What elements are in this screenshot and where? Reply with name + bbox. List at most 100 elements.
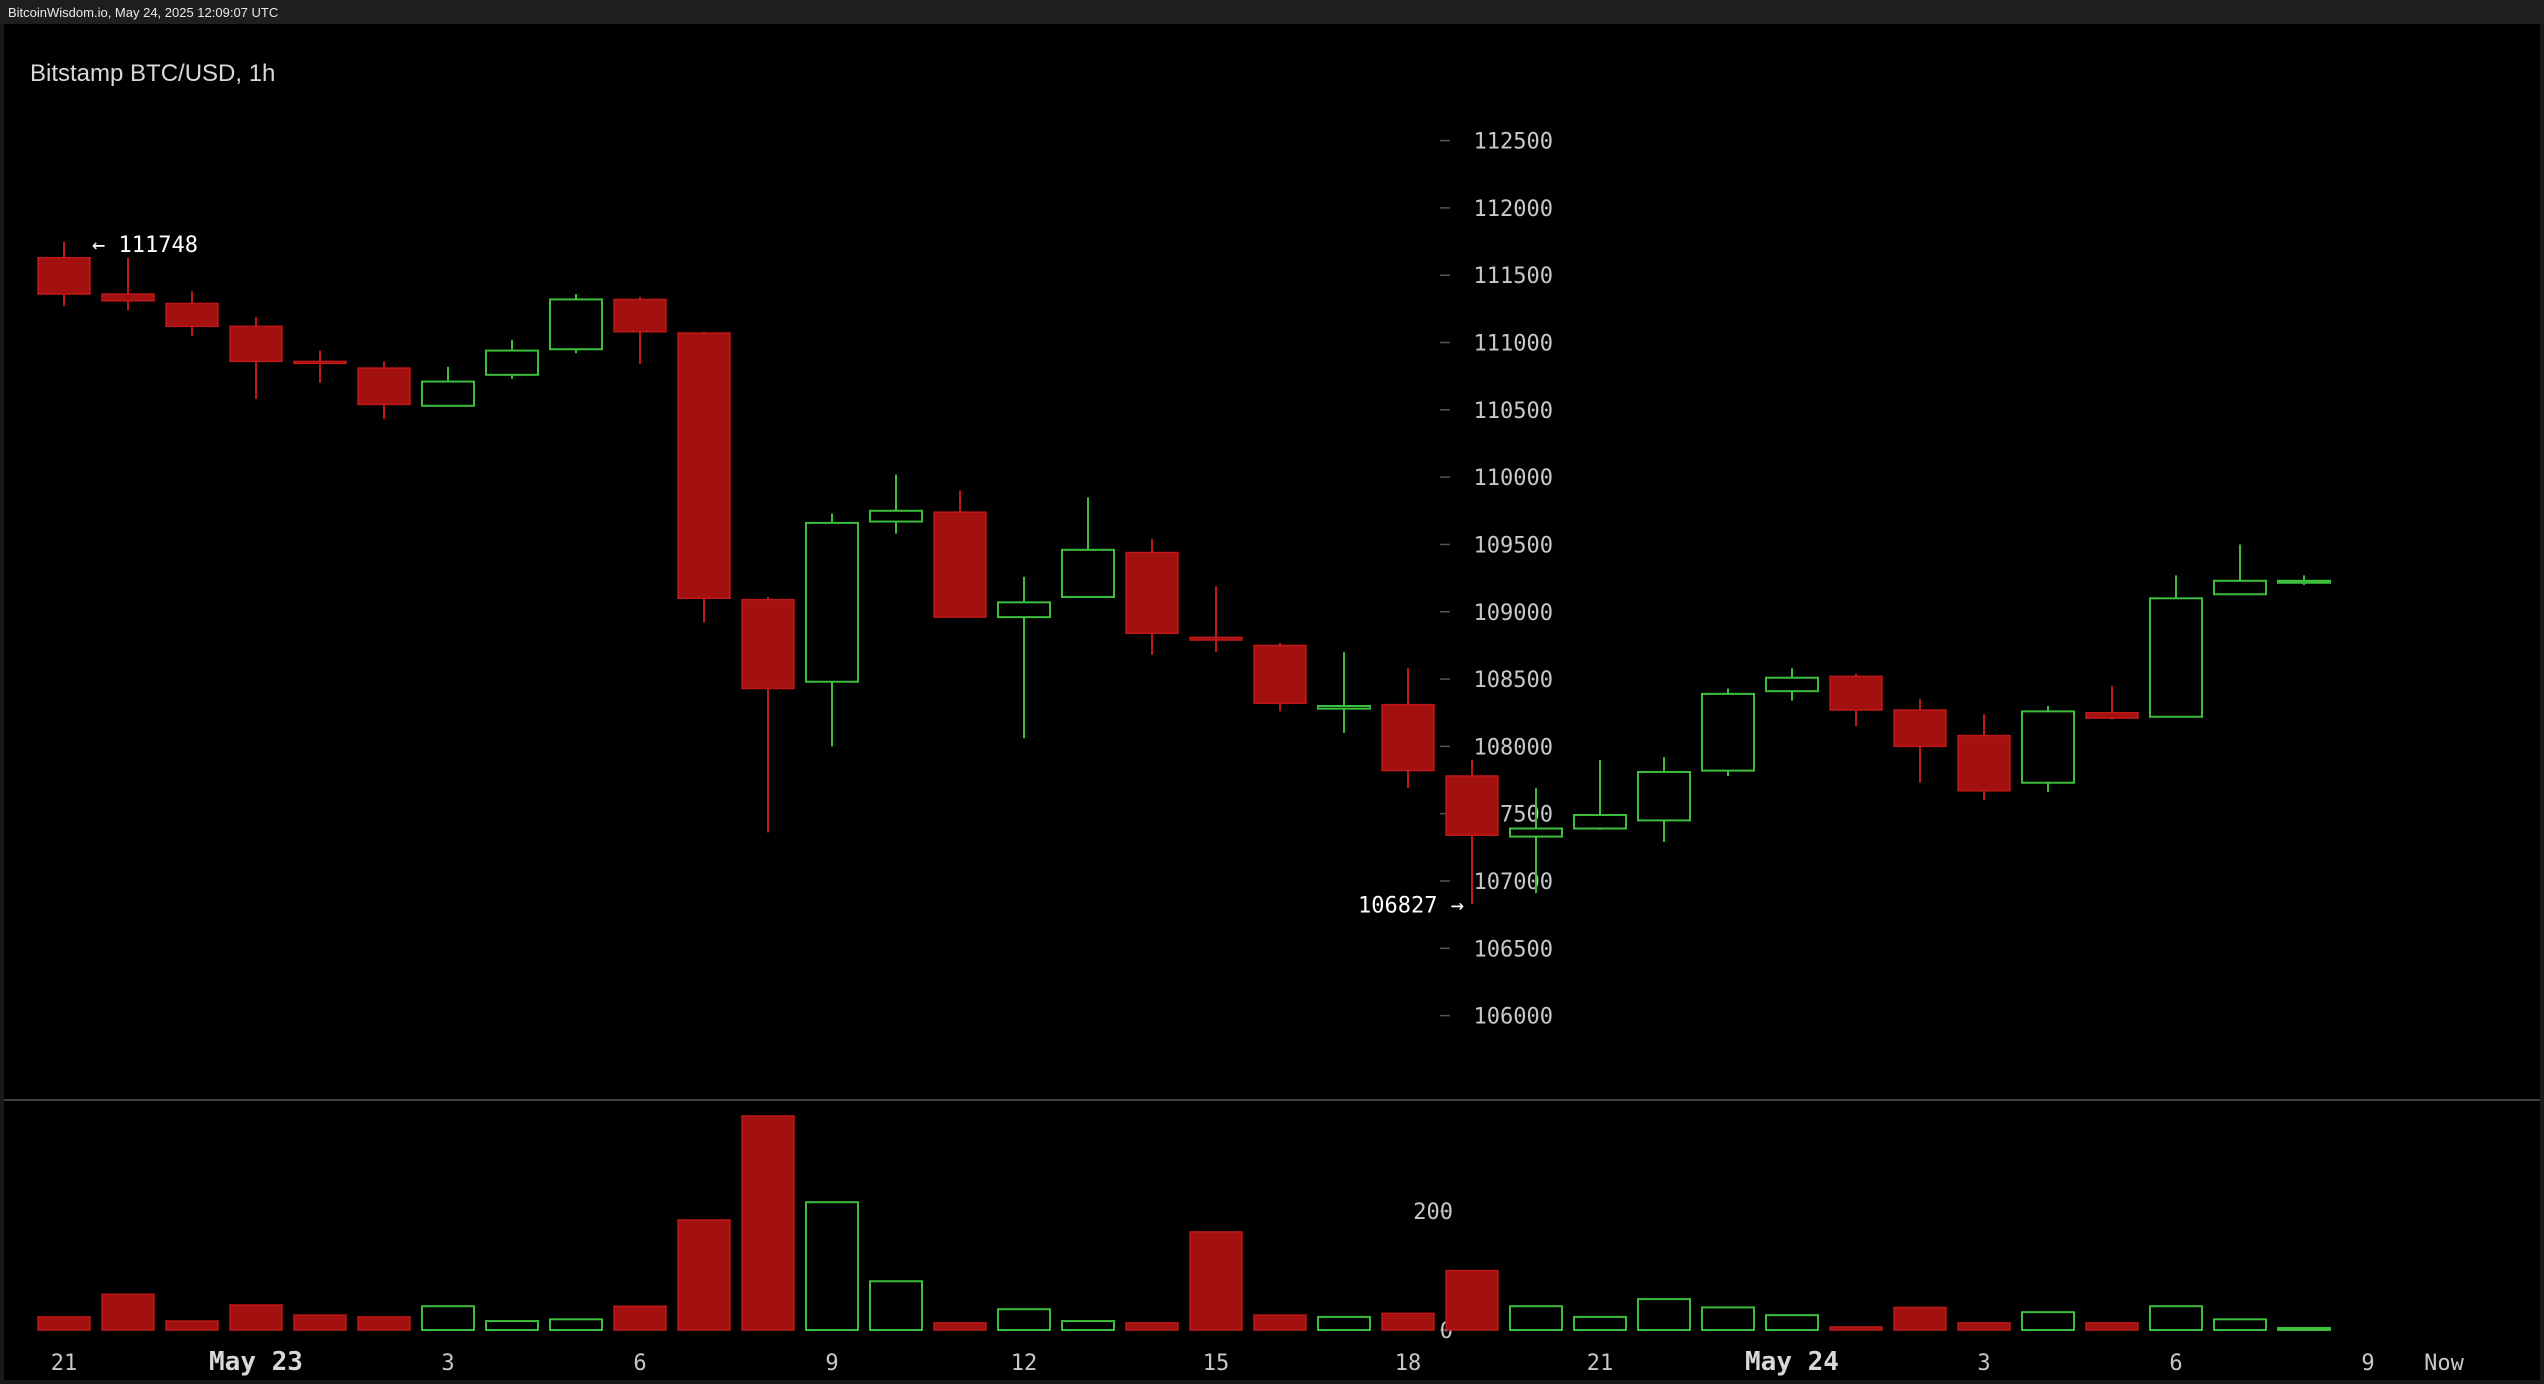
candle-15	[997, 576, 1051, 739]
candle-body-up	[869, 509, 923, 523]
price-tick-label: 112500	[1474, 130, 1553, 155]
candle-body-up	[2021, 710, 2075, 784]
price-tick-label: 109500	[1474, 533, 1553, 558]
candle-body-up	[805, 521, 859, 683]
volume-bar-30	[1957, 1322, 2011, 1331]
candle-body-down	[37, 256, 91, 295]
volume-bar-23	[1509, 1305, 1563, 1331]
candle-body-down	[1445, 775, 1499, 836]
candle-20	[1317, 652, 1371, 733]
volume-bar-7	[485, 1320, 539, 1332]
candle-19	[1253, 642, 1307, 712]
candle-14	[933, 490, 987, 618]
time-now-label: Now	[2424, 1351, 2464, 1376]
candle-body-down	[2085, 711, 2139, 719]
time-tick-label: 9	[2361, 1351, 2374, 1376]
volume-bar-21	[1381, 1312, 1435, 1331]
candle-16	[1061, 497, 1115, 598]
price-tick-label: 112000	[1474, 197, 1553, 222]
candle-1	[101, 257, 155, 311]
chart-title: Bitstamp BTC/USD, 1h	[30, 60, 276, 87]
high-price-annotation: ← 111748	[92, 233, 198, 258]
price-tick-label: 111500	[1474, 264, 1553, 289]
low-price-annotation: 106827 →	[1358, 893, 1464, 918]
candle-body-up	[1061, 548, 1115, 598]
candle-body-down	[1125, 551, 1179, 635]
candle-body-down	[293, 360, 347, 365]
candle-body-up	[2213, 579, 2267, 596]
time-tick-label: 6	[633, 1351, 646, 1376]
candle-11	[741, 596, 795, 833]
price-tick-label: 109000	[1474, 601, 1553, 626]
candle-9	[613, 296, 667, 365]
candle-22	[1445, 759, 1499, 905]
chart-frame: 106000 106500 107000 107500 108000 108500 1090…	[4, 24, 2540, 1380]
time-tick-label: 6	[2169, 1351, 2182, 1376]
candlestick-chart: 1060001065001070001075001080001085001090…	[4, 130, 2540, 1377]
price-tick-label: 108500	[1474, 668, 1553, 693]
volume-bar-3	[229, 1304, 283, 1331]
candle-body-up	[997, 601, 1051, 619]
candle-3	[229, 316, 283, 400]
time-tick-label: May 24	[1745, 1347, 1839, 1377]
candle-35	[2277, 575, 2331, 585]
candle-body-up	[1637, 770, 1691, 822]
time-tick-label: May 23	[209, 1347, 303, 1377]
volume-bar-13	[869, 1280, 923, 1332]
volume-bar-8	[549, 1318, 603, 1332]
candle-25	[1637, 757, 1691, 842]
candle-body-down	[357, 367, 411, 406]
time-tick-label: 3	[441, 1351, 454, 1376]
candle-30	[1957, 714, 2011, 801]
candle-7	[485, 339, 539, 379]
time-axis: 21 May 23 3 6 9 12 15 18 21 May 24 3 6 9 Now	[51, 1347, 2465, 1377]
volume-bar-9	[613, 1305, 667, 1331]
candle-body-up	[2277, 579, 2331, 584]
candle-18	[1189, 586, 1243, 653]
volume-bar-17	[1125, 1322, 1179, 1331]
candle-body-up	[1701, 692, 1755, 772]
candle-body-up	[549, 298, 603, 351]
volume-bar-20	[1317, 1315, 1371, 1332]
volume-bar-33	[2149, 1305, 2203, 1331]
candle-body-up	[421, 380, 475, 407]
candle-body-down	[741, 598, 795, 690]
price-axis: 1060001065001070001075001080001085001090…	[1440, 130, 1553, 1030]
candle-body-down	[613, 298, 667, 333]
volume-bar-14	[933, 1322, 987, 1331]
time-tick-label: 15	[1203, 1351, 1230, 1376]
candle-body-up	[1317, 704, 1371, 710]
volume-bar-11	[741, 1115, 795, 1331]
candle-2	[165, 291, 219, 336]
candles-layer	[37, 241, 2331, 905]
price-tick-label: 106500	[1474, 937, 1553, 962]
price-tick-label: 111000	[1474, 332, 1553, 357]
price-tick-label: 107000	[1474, 870, 1553, 895]
header-bar: BitcoinWisdom.io, May 24, 2025 12:09:07 …	[0, 0, 2544, 24]
time-tick-label: 12	[1011, 1351, 1038, 1376]
candle-21	[1381, 668, 1435, 789]
price-tick-label: 110500	[1474, 399, 1553, 424]
candle-body-down	[677, 332, 731, 600]
volume-bar-10	[677, 1219, 731, 1331]
volume-bar-34	[2213, 1318, 2267, 1332]
candle-5	[357, 361, 411, 420]
candle-28	[1829, 673, 1883, 727]
volume-bar-2	[165, 1320, 219, 1331]
volume-bar-16	[1061, 1320, 1115, 1332]
candle-body-up	[2149, 597, 2203, 718]
volume-tick-label: 200	[1413, 1200, 1453, 1225]
candle-12	[805, 513, 859, 747]
candle-24	[1573, 759, 1627, 830]
candle-34	[2213, 544, 2267, 596]
candle-31	[2021, 705, 2075, 793]
volume-bar-29	[1893, 1306, 1947, 1331]
candle-body-down	[1253, 644, 1307, 705]
volume-bar-28	[1829, 1326, 1883, 1331]
candle-body-up	[1573, 814, 1627, 830]
volume-bar-19	[1253, 1314, 1307, 1331]
volume-bar-27	[1765, 1314, 1819, 1332]
candle-26	[1701, 688, 1755, 776]
volume-bar-6	[421, 1305, 475, 1331]
volume-bar-5	[357, 1316, 411, 1331]
